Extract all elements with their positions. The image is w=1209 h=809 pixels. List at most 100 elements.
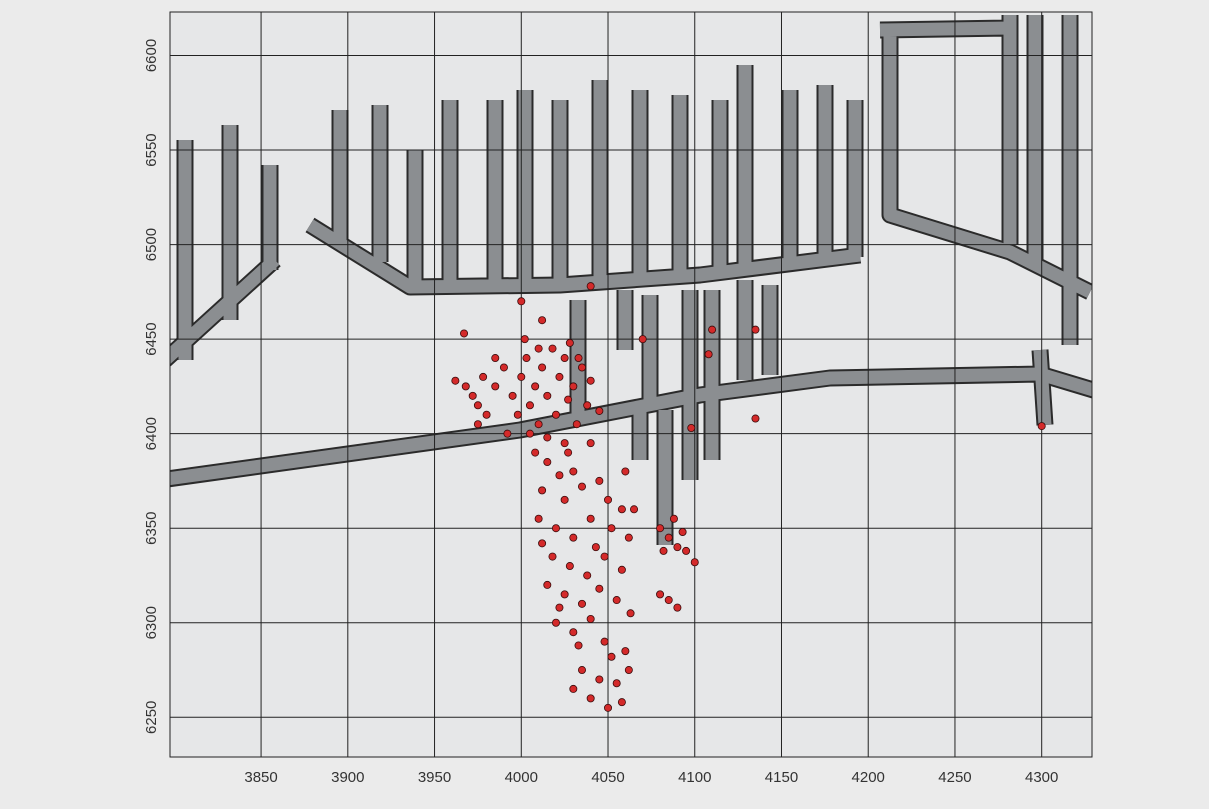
point	[565, 562, 574, 571]
point	[617, 505, 626, 514]
point	[607, 524, 616, 533]
point	[687, 423, 696, 432]
point	[451, 376, 460, 385]
y-tick-label: 6250	[143, 701, 160, 734]
point	[551, 618, 560, 627]
y-tick-label: 6500	[143, 228, 160, 261]
point	[560, 590, 569, 599]
y-tick-label: 6350	[143, 512, 160, 545]
y-tick-label: 6600	[143, 39, 160, 72]
point	[574, 354, 583, 363]
point	[508, 391, 517, 400]
point	[548, 344, 557, 353]
point	[551, 524, 560, 533]
point	[577, 599, 586, 608]
point	[574, 641, 583, 650]
y-tick-label: 6300	[143, 606, 160, 639]
x-tick-label: 4300	[1025, 769, 1058, 786]
point	[569, 628, 578, 637]
point	[482, 410, 491, 419]
point	[678, 527, 687, 536]
y-tick-label: 6400	[143, 417, 160, 450]
point	[600, 552, 609, 561]
point	[543, 391, 552, 400]
point	[460, 329, 469, 338]
point	[538, 363, 547, 372]
point	[555, 372, 564, 381]
point	[534, 420, 543, 429]
point	[586, 282, 595, 291]
point	[586, 376, 595, 385]
point	[704, 350, 713, 359]
point	[624, 533, 633, 542]
point	[534, 344, 543, 353]
point	[595, 584, 604, 593]
point	[583, 571, 592, 580]
point	[591, 543, 600, 552]
point	[569, 382, 578, 391]
point	[468, 391, 477, 400]
point	[543, 580, 552, 589]
point	[1037, 422, 1046, 431]
point	[586, 614, 595, 623]
point	[586, 694, 595, 703]
point	[565, 338, 574, 347]
plot-border	[169, 11, 1093, 758]
point	[473, 401, 482, 410]
x-tick-label: 4200	[852, 769, 885, 786]
y-tick-label: 6450	[143, 322, 160, 355]
point	[604, 703, 613, 712]
point	[499, 363, 508, 372]
point	[621, 647, 630, 656]
tunnel-fill	[170, 15, 1092, 545]
point	[673, 603, 682, 612]
point	[656, 590, 665, 599]
x-tick-label: 4250	[938, 769, 971, 786]
point	[491, 354, 500, 363]
x-tick-label: 3950	[418, 769, 451, 786]
point	[531, 448, 540, 457]
point	[560, 439, 569, 448]
point	[543, 458, 552, 467]
point	[525, 401, 534, 410]
point	[555, 603, 564, 612]
point	[617, 698, 626, 707]
x-tick-label: 4000	[505, 769, 538, 786]
point	[503, 429, 512, 438]
tunnels	[170, 15, 1092, 545]
point	[595, 476, 604, 485]
point	[682, 546, 691, 555]
point	[543, 433, 552, 442]
point	[473, 420, 482, 429]
point	[621, 467, 630, 476]
point	[630, 505, 639, 514]
point	[560, 495, 569, 504]
point	[564, 395, 573, 404]
point	[538, 539, 547, 548]
point	[564, 448, 573, 457]
point	[664, 533, 673, 542]
point	[548, 552, 557, 561]
point	[595, 406, 604, 415]
point	[513, 410, 522, 419]
point	[586, 439, 595, 448]
point	[555, 471, 564, 480]
point	[560, 354, 569, 363]
point	[534, 514, 543, 523]
point	[572, 420, 581, 429]
point	[656, 524, 665, 533]
point	[612, 679, 621, 688]
point	[624, 666, 633, 675]
point	[569, 533, 578, 542]
point	[577, 363, 586, 372]
point	[538, 486, 547, 495]
point	[522, 354, 531, 363]
point	[577, 482, 586, 491]
point	[626, 609, 635, 618]
point	[669, 514, 678, 523]
point	[583, 401, 592, 410]
point	[517, 372, 526, 381]
point	[520, 335, 529, 344]
point	[607, 652, 616, 661]
